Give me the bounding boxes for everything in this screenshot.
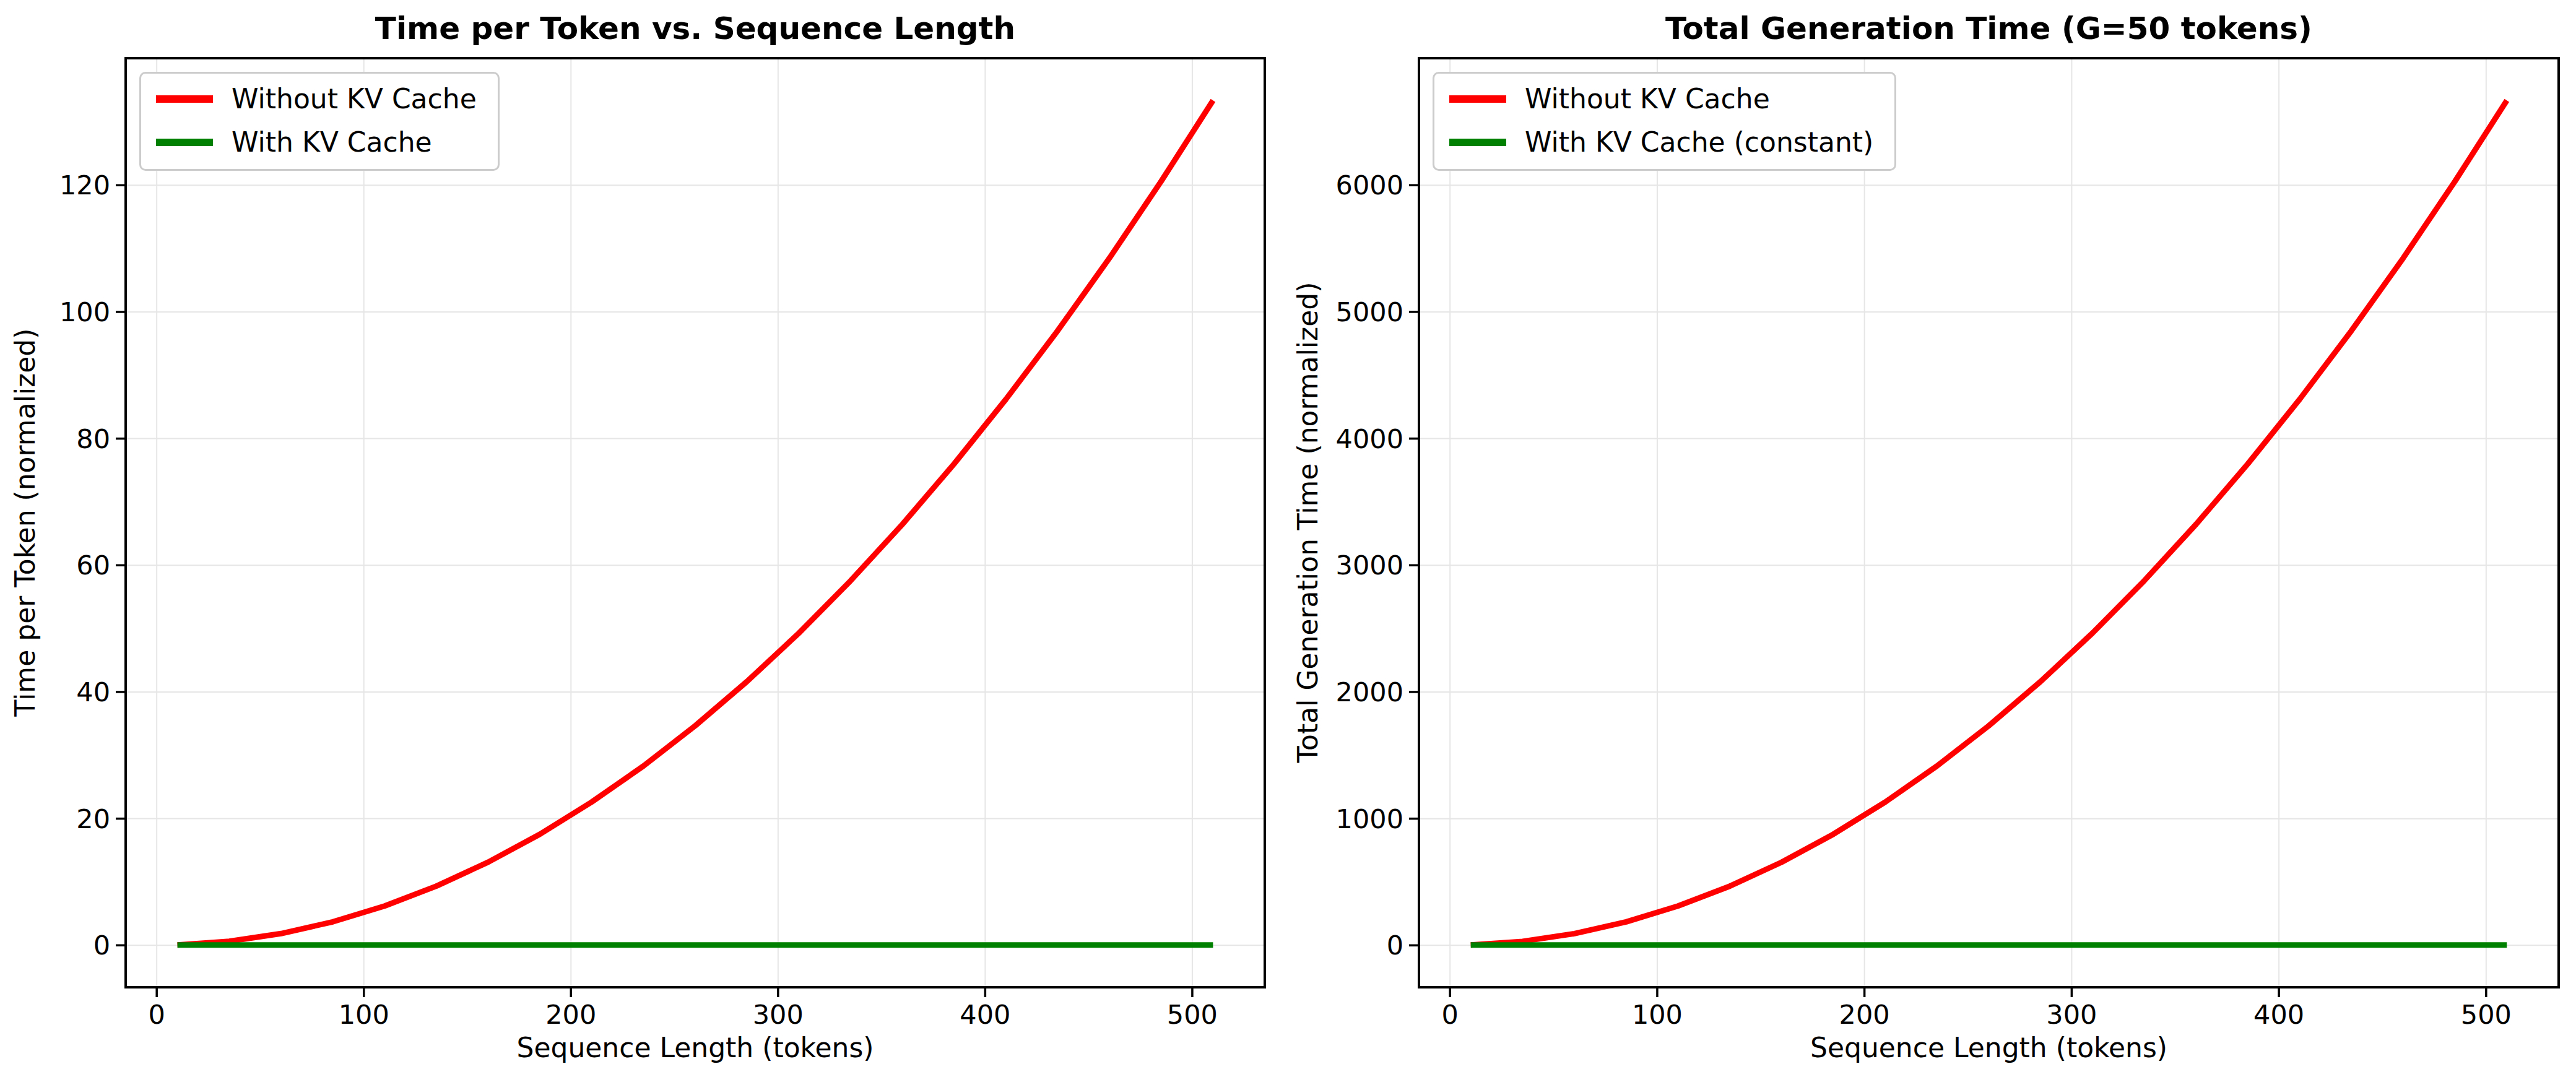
x-tick-label: 300 <box>685 999 871 1030</box>
legend-item: With KV Cache (constant) <box>1449 126 1873 159</box>
legend-label: With KV Cache (constant) <box>1525 126 1873 159</box>
x-tick-label: 500 <box>2393 999 2576 1030</box>
x-tick-label: 100 <box>271 999 457 1030</box>
legend-item: Without KV Cache <box>1449 82 1873 116</box>
legend-item: Without KV Cache <box>156 82 477 116</box>
x-tick-label: 100 <box>1564 999 1750 1030</box>
y-tick-label: 5000 <box>1205 296 1403 328</box>
legend-label: Without KV Cache <box>232 82 477 116</box>
with-kv-cache-constant-line-swatch <box>1449 139 1506 146</box>
axes-spines <box>1419 58 2559 987</box>
x-tick-label: 400 <box>2186 999 2372 1030</box>
legend-item: With KV Cache <box>156 126 477 159</box>
without-kv-cache-line-swatch <box>1449 95 1506 103</box>
y-tick-label: 6000 <box>1205 169 1403 201</box>
y-tick-label: 4000 <box>1205 423 1403 455</box>
y-tick-label: 2000 <box>1205 676 1403 708</box>
y-tick-label: 120 <box>0 169 110 201</box>
with-kv-cache-line-swatch <box>156 139 213 146</box>
y-tick-label: 0 <box>1205 929 1403 961</box>
x-tick-label: 200 <box>478 999 664 1030</box>
x-tick-label: 300 <box>1979 999 2164 1030</box>
y-tick-label: 20 <box>0 803 110 835</box>
y-tick-label: 60 <box>0 549 110 581</box>
without-kv-cache-line-swatch <box>156 95 213 103</box>
left-x-axis-label: Sequence Length (tokens) <box>126 1031 1265 1065</box>
y-tick-label: 3000 <box>1205 549 1403 581</box>
axes-spines <box>126 58 1265 987</box>
legend-label: Without KV Cache <box>1525 82 1770 116</box>
legend-label: With KV Cache <box>232 126 432 159</box>
right-legend: Without KV Cache With KV Cache (constant… <box>1433 72 1896 171</box>
x-tick-label: 400 <box>892 999 1078 1030</box>
figure: Time per Token vs. Sequence Length Total… <box>0 0 2576 1090</box>
x-tick-label: 0 <box>64 999 249 1030</box>
x-tick-label: 500 <box>1099 999 1285 1030</box>
left-legend: Without KV Cache With KV Cache <box>139 72 500 171</box>
y-tick-label: 100 <box>0 296 110 328</box>
y-tick-label: 80 <box>0 423 110 455</box>
y-tick-label: 40 <box>0 676 110 708</box>
x-tick-label: 0 <box>1357 999 1543 1030</box>
y-tick-label: 1000 <box>1205 803 1403 835</box>
right-x-axis-label: Sequence Length (tokens) <box>1419 1031 2559 1065</box>
right-chart-title: Total Generation Time (G=50 tokens) <box>1419 10 2559 47</box>
x-tick-label: 200 <box>1772 999 1958 1030</box>
left-y-axis-label: Time per Token (normalized) <box>9 329 41 717</box>
y-tick-label: 0 <box>0 929 110 961</box>
left-chart-title: Time per Token vs. Sequence Length <box>126 10 1265 47</box>
